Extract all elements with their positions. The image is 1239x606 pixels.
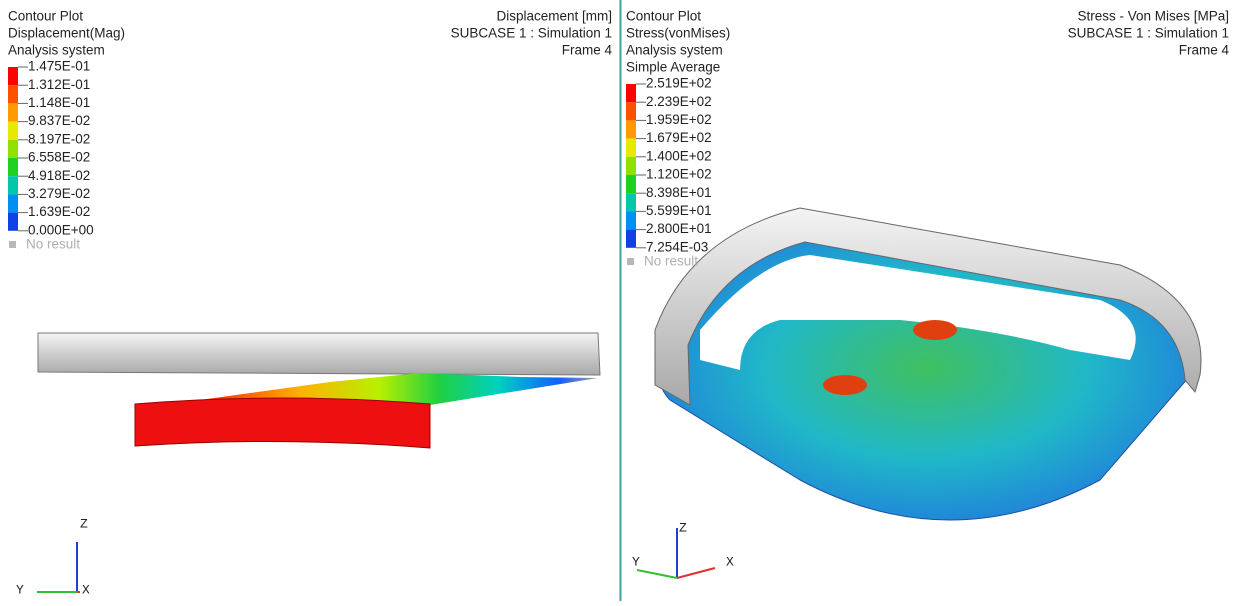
legend-swatch (8, 158, 18, 176)
legend-label: 8.197E-02 (28, 131, 90, 146)
legend-swatch (626, 157, 636, 175)
header-line: Analysis system (626, 43, 723, 58)
legend-swatch (626, 102, 636, 120)
legend-swatch (626, 139, 636, 157)
legend-label: 5.599E+01 (646, 203, 712, 218)
legend-label: 1.679E+02 (646, 130, 712, 145)
info-line: Frame 4 (562, 43, 613, 58)
legend-label: 9.837E-02 (28, 113, 90, 128)
legend-swatch (626, 175, 636, 193)
legend-label: 4.918E-02 (28, 168, 90, 183)
info-line: Frame 4 (1179, 43, 1230, 58)
axis-label-y: Y (16, 582, 24, 597)
info-line: SUBCASE 1 : Simulation 1 (451, 26, 612, 41)
axis-label-z: Z (80, 516, 88, 531)
page: {"left_view": { "header": ["Contour Plot… (0, 0, 1239, 601)
legend-label: 3.279E-02 (28, 186, 90, 201)
legend-label: 0.000E+00 (28, 222, 94, 237)
legend-label: 2.519E+02 (646, 76, 712, 91)
header-line: Stress(vonMises) (626, 26, 730, 41)
legend-swatch (626, 211, 636, 229)
info-line: Displacement [mm] (496, 9, 612, 24)
legend-swatch (8, 140, 18, 158)
legend-swatch (8, 122, 18, 140)
hotspot (913, 320, 957, 340)
header-line: Contour Plot (626, 9, 701, 24)
axis-label-x: X (726, 554, 734, 569)
legend-swatch (626, 193, 636, 211)
header-line: Simple Average (626, 60, 720, 75)
info-line: Stress - Von Mises [MPa] (1077, 9, 1229, 24)
legend-label: 2.239E+02 (646, 94, 712, 109)
legend-swatch (626, 84, 636, 102)
legend-label: 7.254E-03 (646, 239, 708, 254)
legend-label: 8.398E+01 (646, 185, 712, 200)
legend-label: 1.959E+02 (646, 112, 712, 127)
axis-y (637, 570, 677, 578)
legend-label: 1.475E-01 (28, 59, 90, 74)
legend-label: 2.800E+01 (646, 221, 712, 236)
legend-swatch (8, 85, 18, 103)
no-result-label: No result (26, 237, 80, 252)
body: Contour Plot Displacement(Mag) Analysis sy… (0, 0, 1239, 601)
legend-swatch (8, 176, 18, 194)
legend-swatch (8, 103, 18, 121)
no-result-label: No result (644, 254, 698, 269)
legend-label: 1.120E+02 (646, 167, 712, 182)
info-line: SUBCASE 1 : Simulation 1 (1068, 26, 1229, 41)
header-line: Displacement(Mag) (8, 26, 125, 41)
model-plate (38, 333, 600, 375)
header-line: Analysis system (8, 43, 105, 58)
legend-label: 6.558E-02 (28, 150, 90, 165)
legend-label: 1.400E+02 (646, 148, 712, 163)
axis-label-y: Y (632, 554, 640, 569)
model-block (135, 398, 430, 448)
legend-label: 1.148E-01 (28, 95, 90, 110)
axis-x (677, 568, 715, 578)
no-result-swatch (627, 258, 634, 265)
axis-label-z: Z (679, 520, 687, 535)
legend-swatch (8, 213, 18, 231)
legend-swatch (626, 230, 636, 248)
header-line: Contour Plot (8, 9, 83, 24)
axis-label-x: X (82, 582, 90, 597)
legend-label: 1.639E-02 (28, 204, 90, 219)
legend-swatch (8, 194, 18, 212)
legend-swatch (8, 67, 18, 85)
legend-swatch (626, 120, 636, 138)
no-result-swatch (9, 241, 16, 248)
viewer: Contour Plot Displacement(Mag) Analysis sy… (0, 0, 1239, 601)
hotspot (823, 375, 867, 395)
legend-label: 1.312E-01 (28, 77, 90, 92)
